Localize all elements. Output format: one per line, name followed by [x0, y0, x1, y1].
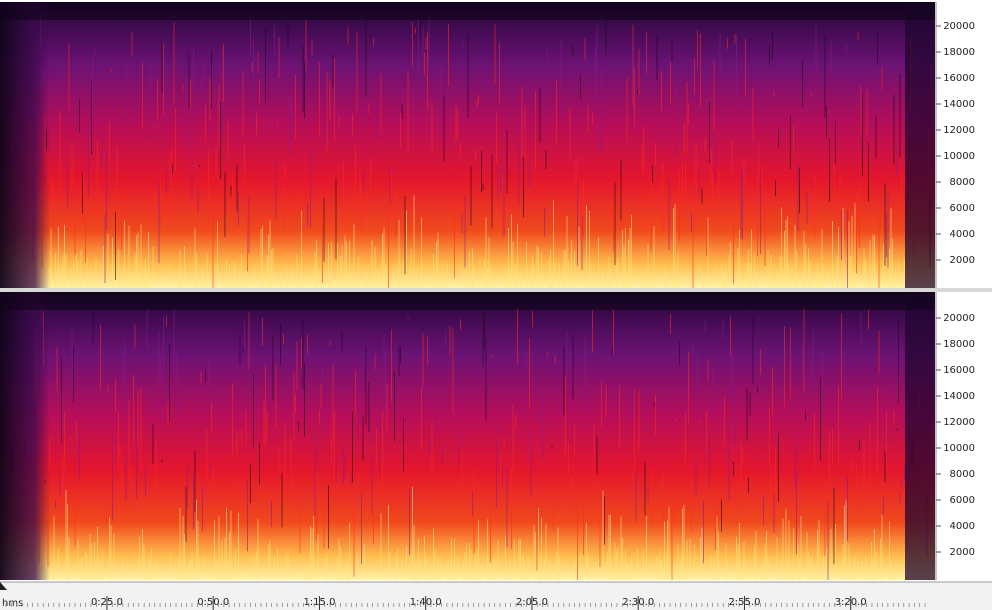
frequency-tick-label: 4000: [950, 229, 975, 240]
axis-background: [935, 0, 992, 585]
ruler-label: 1:15.0: [303, 597, 335, 608]
frequency-tick-label: 16000: [943, 73, 975, 84]
ruler-label: 2:05.0: [516, 597, 548, 608]
frequency-tick-label: 2000: [950, 255, 975, 266]
frequency-tick-label: 14000: [943, 99, 975, 110]
silence-right: [905, 292, 935, 580]
frequency-tick-label: 10000: [943, 151, 975, 162]
spectrogram-channel: [0, 292, 935, 580]
ruler-unit: hms: [2, 598, 23, 609]
frequency-tick-label: 8000: [950, 469, 975, 480]
frequency-tick-label: 6000: [950, 203, 975, 214]
frequency-tick-label: 14000: [943, 391, 975, 402]
frequency-tick-label: 18000: [943, 339, 975, 350]
ruler-label: 2:55.0: [728, 597, 760, 608]
playhead-marker: [0, 582, 7, 590]
top-shade: [0, 2, 935, 20]
silence-left: [0, 292, 50, 580]
frequency-tick-label: 4000: [950, 521, 975, 532]
ruler-label: 2:30.0: [622, 597, 654, 608]
spectrogram-field: [0, 2, 935, 288]
frequency-tick-label: 20000: [943, 21, 975, 32]
frequency-tick-label: 10000: [943, 443, 975, 454]
silence-left: [0, 2, 50, 288]
frequency-tick-label: 6000: [950, 495, 975, 506]
frequency-tick-label: 16000: [943, 365, 975, 376]
ruler-label: 1:40.0: [410, 597, 442, 608]
frequency-tick-label: 8000: [950, 177, 975, 188]
silence-right: [905, 2, 935, 288]
spectrogram-channel: [0, 2, 935, 288]
frequency-tick-label: 12000: [943, 125, 975, 136]
ruler-label: 3:20.0: [835, 597, 867, 608]
frequency-tick-label: 2000: [950, 547, 975, 558]
channel-divider: [0, 288, 992, 292]
ruler-label: 0:25.0: [91, 597, 123, 608]
spectrogram-field: [0, 292, 935, 580]
top-shade: [0, 292, 935, 310]
frequency-tick-label: 20000: [943, 313, 975, 324]
frequency-tick-label: 12000: [943, 417, 975, 428]
frequency-tick-label: 18000: [943, 47, 975, 58]
ruler-label: 0:50.0: [197, 597, 229, 608]
